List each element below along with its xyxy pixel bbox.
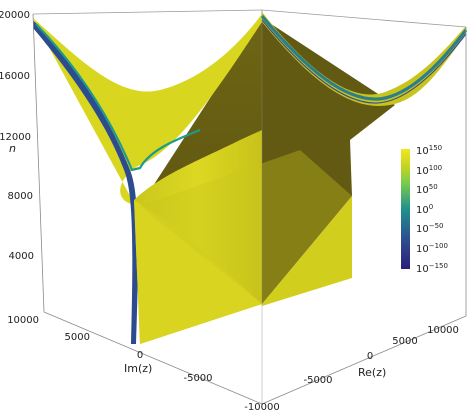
- im-tick-label: -5000: [183, 373, 212, 384]
- surface-back-plane-right: [262, 18, 395, 304]
- n-tick-label: 16000: [0, 71, 30, 82]
- n-tick-label: 4000: [9, 251, 34, 262]
- re-tick-label: 5000: [392, 336, 417, 347]
- surface-diagonal-face: [140, 150, 352, 304]
- colorbar-tick-label: 10100: [416, 164, 442, 177]
- im-tick-label: 5000: [65, 332, 90, 343]
- bounding-box-front: [32, 10, 467, 405]
- colorbar: 10150 10100 1050 100 10−50 10−100 10−150: [401, 144, 448, 275]
- im-axis: 10000 5000 0 -5000 Im(z): [7, 315, 212, 384]
- surface-left-sheet: [33, 14, 262, 205]
- surface-front-wall-left: [134, 200, 262, 344]
- colorbar-tick-label: 10−150: [416, 262, 448, 275]
- colorbar-tick-label: 100: [416, 203, 433, 216]
- colorbar-gradient: [401, 149, 410, 269]
- surface-right-wall: [262, 196, 352, 306]
- n-tick-label: 20000: [0, 10, 30, 21]
- im-tick-label: 10000: [7, 315, 39, 326]
- n-tick-label: 8000: [8, 191, 33, 202]
- colorbar-tick-label: 1050: [416, 183, 438, 196]
- re-tick-label: 10000: [427, 325, 459, 336]
- im-axis-label: Im(z): [124, 362, 152, 375]
- colorbar-tick-label: 10150: [416, 144, 442, 157]
- n-tick-label: 12000: [0, 132, 31, 143]
- im-tick-label: 0: [137, 350, 143, 361]
- re-tick-label: -5000: [303, 375, 332, 386]
- re-axis: 10000 5000 0 -5000 -10000 Re(z): [244, 325, 459, 413]
- surface-band-left-teal: [35, 23, 201, 172]
- re-axis-label: Re(z): [358, 366, 386, 379]
- re-tick-label: -10000: [244, 402, 279, 413]
- re-tick-label: 0: [367, 351, 373, 362]
- surface-band-right: [260, 14, 468, 101]
- n-axis-label: n: [9, 142, 16, 155]
- colorbar-tick-label: 10−50: [416, 222, 444, 235]
- colorbar-tick-label: 10−100: [416, 242, 448, 255]
- surface-band-right-inner: [261, 19, 467, 104]
- n-axis: 20000 16000 12000 8000 4000 n: [0, 10, 34, 262]
